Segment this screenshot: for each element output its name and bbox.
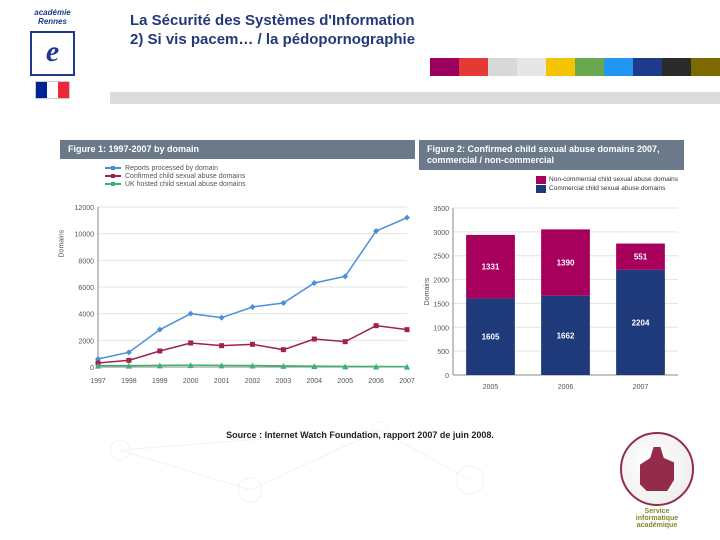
figure1-caption: Figure 1: 1997-2007 by domain <box>60 140 415 159</box>
figure2-svg: 0 500 1000 1500 2000 2500 3000 3500 1331 1605 2005… <box>419 170 684 395</box>
svg-text:2005: 2005 <box>337 378 353 385</box>
logo-letter: e <box>46 35 59 69</box>
figure2-legend: Non-commercial child sexual abuse domain… <box>534 174 680 197</box>
svg-text:Domains: Domains <box>424 277 431 305</box>
colorbar-swatch <box>546 58 575 76</box>
svg-text:12000: 12000 <box>75 205 95 212</box>
svg-text:2002: 2002 <box>245 378 261 385</box>
svg-text:2003: 2003 <box>276 378 292 385</box>
svg-text:1331: 1331 <box>482 262 500 271</box>
colorbar-swatch <box>459 58 488 76</box>
colorbar-swatch <box>604 58 633 76</box>
colorbar-swatch <box>633 58 662 76</box>
figure1-ylabel: Domains <box>59 230 66 258</box>
figure-1: Figure 1: 1997-2007 by domain 0 2000 4000 6… <box>60 140 415 400</box>
svg-text:2004: 2004 <box>307 378 323 385</box>
header-colorbar <box>430 58 720 76</box>
legend-row: Commercial child sexual abuse domains <box>536 185 678 193</box>
figures-row: Figure 1: 1997-2007 by domain 0 2000 4000 6… <box>60 140 685 400</box>
svg-text:1000: 1000 <box>433 325 449 332</box>
colorbar-swatch <box>662 58 691 76</box>
service-logo-text: Service informatique académique <box>612 508 702 529</box>
header-rule <box>110 92 720 104</box>
svg-text:2006: 2006 <box>558 384 574 391</box>
figure1-legend: Reports processed by domainConfirmed chi… <box>105 165 246 189</box>
flag-red <box>58 82 69 98</box>
svg-text:1999: 1999 <box>152 378 168 385</box>
svg-text:500: 500 <box>437 349 449 356</box>
svg-text:1662: 1662 <box>557 331 575 340</box>
service-logo-circle <box>620 432 694 506</box>
svg-text:1390: 1390 <box>557 258 575 267</box>
svg-text:2005: 2005 <box>483 384 499 391</box>
legend-row: Reports processed by domain <box>105 165 246 172</box>
svg-text:8000: 8000 <box>78 258 94 265</box>
svg-text:3500: 3500 <box>433 206 449 213</box>
legend-row: UK hosted child sexual abuse domains <box>105 181 246 188</box>
svg-text:1500: 1500 <box>433 301 449 308</box>
figure2-plot: 0 500 1000 1500 2000 2500 3000 3500 1331 1605 2005… <box>419 170 684 395</box>
svg-text:551: 551 <box>634 252 648 261</box>
svg-text:4000: 4000 <box>78 311 94 318</box>
svg-text:2006: 2006 <box>368 378 384 385</box>
flag-icon <box>35 81 70 99</box>
svg-text:2001: 2001 <box>214 378 230 385</box>
colorbar-swatch <box>691 58 720 76</box>
figure1-plot: 0 2000 4000 6000 8000 10000 12000 1997 1998 1999 2… <box>60 159 415 389</box>
legend-row: Confirmed child sexual abuse domains <box>105 173 246 180</box>
svg-text:0: 0 <box>445 373 449 380</box>
colorbar-swatch <box>488 58 517 76</box>
page-title: La Sécurité des Systèmes d'Information 2… <box>130 12 415 48</box>
person-icon <box>640 447 674 491</box>
figure1-svg: 0 2000 4000 6000 8000 10000 12000 1997 1998 1999 2… <box>60 159 415 389</box>
svg-text:10000: 10000 <box>75 231 95 238</box>
figure2-caption: Figure 2: Confirmed child sexual abuse d… <box>419 140 684 170</box>
title-line2: 2) Si vis pacem… / la pédopornographie <box>130 31 415 48</box>
colorbar-swatch <box>517 58 546 76</box>
svg-text:1997: 1997 <box>90 378 106 385</box>
legend-row: Non-commercial child sexual abuse domain… <box>536 176 678 184</box>
svg-text:1605: 1605 <box>482 332 500 341</box>
svg-text:0: 0 <box>90 365 94 372</box>
flag-white <box>47 82 58 98</box>
flag-blue <box>36 82 47 98</box>
svg-text:2000: 2000 <box>183 378 199 385</box>
colorbar-swatch <box>430 58 459 76</box>
academy-logo: académie Rennes e <box>10 8 95 83</box>
svg-text:2007: 2007 <box>399 378 415 385</box>
svg-text:3000: 3000 <box>433 229 449 236</box>
colorbar-swatch <box>575 58 604 76</box>
svg-text:2500: 2500 <box>433 253 449 260</box>
figure-2: Figure 2: Confirmed child sexual abuse d… <box>419 140 684 400</box>
svg-text:1998: 1998 <box>121 378 137 385</box>
svg-text:2000: 2000 <box>433 277 449 284</box>
academy-label: académie Rennes <box>10 8 95 26</box>
title-line1: La Sécurité des Systèmes d'Information <box>130 12 415 29</box>
svg-text:2007: 2007 <box>633 384 649 391</box>
svg-text:6000: 6000 <box>78 285 94 292</box>
logo-letter-box: e <box>30 31 75 76</box>
service-logo: Service informatique académique <box>612 432 702 522</box>
svg-text:2204: 2204 <box>632 318 650 327</box>
svg-text:2000: 2000 <box>78 338 94 345</box>
